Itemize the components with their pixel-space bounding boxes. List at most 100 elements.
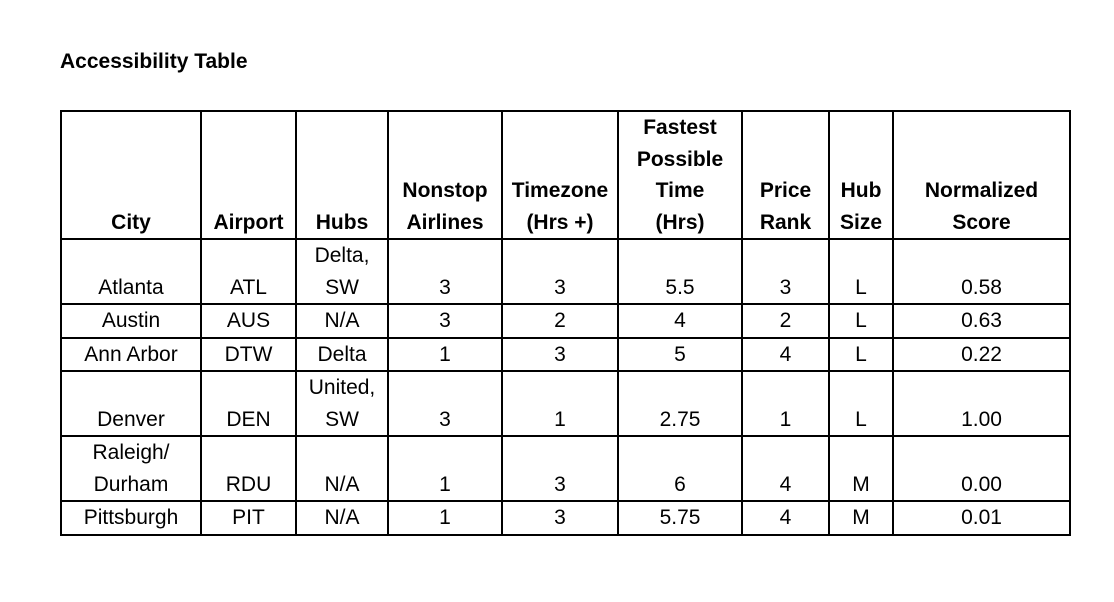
text-line: Airport xyxy=(213,210,284,234)
cell-hubs: Delta, SW xyxy=(295,238,389,305)
cell-city: Austin xyxy=(60,303,202,339)
cell-city: Atlanta xyxy=(60,238,202,305)
cell-text: Raleigh/Durham xyxy=(66,438,196,499)
cell-normalized-score: 0.22 xyxy=(892,336,1071,372)
cell-fastest-time: 5.75 xyxy=(617,500,743,536)
cell-hubs: N/A xyxy=(295,303,389,339)
column-header-label: Price Rank xyxy=(747,175,824,237)
cell-city: Ann Arbor xyxy=(60,336,202,372)
text-line: Raleigh/ xyxy=(92,441,170,464)
text-line: Size xyxy=(839,210,883,234)
cell-timezone: 3 xyxy=(501,500,619,536)
cell-hubs: United, SW xyxy=(295,370,389,437)
cell-nonstop-airlines: 3 xyxy=(387,303,503,339)
column-header-label: City xyxy=(66,207,196,238)
cell-normalized-score: 0.58 xyxy=(892,238,1071,305)
cell-airport: DTW xyxy=(200,336,297,372)
cell-price-rank: 3 xyxy=(741,238,830,305)
text-line: N/A xyxy=(324,472,360,496)
cell-airport: PIT xyxy=(200,500,297,536)
cell-hubs: Delta xyxy=(295,336,389,372)
cell-text: Delta, SW xyxy=(301,241,383,302)
cell-timezone: 1 xyxy=(501,370,619,437)
text-line: N/A xyxy=(324,309,360,332)
text-line: Hubs xyxy=(315,210,369,234)
cell-normalized-score: 1.00 xyxy=(892,370,1071,437)
column-header-label: Normalized Score xyxy=(898,175,1065,237)
cell-price-rank: 1 xyxy=(741,370,830,437)
cell-text: Atlanta xyxy=(66,272,196,303)
cell-fastest-time: 5 xyxy=(617,336,743,372)
table-row-denver: Denver DEN United, SW 3 1 2.75 1 L 1.00 xyxy=(60,370,1071,437)
column-header-label: Airport xyxy=(206,207,291,238)
text-line: Ann Arbor xyxy=(84,342,178,366)
cell-text: N/A xyxy=(301,306,383,336)
text-line: Possible xyxy=(636,147,724,171)
cell-fastest-time: 6 xyxy=(617,435,743,502)
text-line: N/A xyxy=(324,506,360,529)
cell-hub-size: L xyxy=(828,238,894,305)
text-line: United, xyxy=(308,376,376,399)
column-header-timezone: Timezone (Hrs +) xyxy=(501,110,619,240)
column-header-fastest-time: Fastest Possible Time (Hrs) xyxy=(617,110,743,240)
column-header-label: Timezone (Hrs +) xyxy=(507,175,613,237)
table-row-pittsburgh: Pittsburgh PIT N/A 1 3 5.75 4 M 0.01 xyxy=(60,500,1071,536)
cell-nonstop-airlines: 3 xyxy=(387,370,503,437)
text-line: Hub xyxy=(840,179,882,202)
column-header-price-rank: Price Rank xyxy=(741,110,830,240)
text-line: Denver xyxy=(97,407,165,431)
text-line: Price xyxy=(759,179,812,202)
table-row-ann-arbor: Ann Arbor DTW Delta 1 3 5 4 L 0.22 xyxy=(60,336,1071,372)
text-line: (Hrs +) xyxy=(526,210,594,234)
text-line: Durham xyxy=(93,472,169,496)
page-title: Accessibility Table xyxy=(60,50,248,73)
text-line: Atlanta xyxy=(98,275,164,299)
text-line: (Hrs) xyxy=(655,210,705,234)
text-line: Nonstop xyxy=(402,179,488,202)
text-line: Fastest xyxy=(643,116,717,139)
cell-normalized-score: 0.00 xyxy=(892,435,1071,502)
text-line: Score xyxy=(952,210,1011,234)
column-header-label: Hub Size xyxy=(834,175,888,237)
cell-text: Denver xyxy=(66,404,196,435)
text-line: SW xyxy=(325,275,359,299)
cell-city: Raleigh/Durham xyxy=(60,435,202,502)
cell-hub-size: L xyxy=(828,370,894,437)
cell-hubs: N/A xyxy=(295,500,389,536)
cell-timezone: 2 xyxy=(501,303,619,339)
column-header-nonstop-airlines: Nonstop Airlines xyxy=(387,110,503,240)
header-row: City Airport Hubs Nonstop Airlines Timezo… xyxy=(60,110,1071,240)
cell-airport: DEN xyxy=(200,370,297,437)
column-header-hub-size: Hub Size xyxy=(828,110,894,240)
table-row-raleigh-durham: Raleigh/Durham RDU N/A 1 3 6 4 M 0.00 xyxy=(60,435,1071,502)
column-header-city: City xyxy=(60,110,202,240)
text-line: Delta xyxy=(317,342,367,366)
cell-hubs: N/A xyxy=(295,435,389,502)
cell-price-rank: 4 xyxy=(741,336,830,372)
cell-nonstop-airlines: 1 xyxy=(387,336,503,372)
cell-city: Denver xyxy=(60,370,202,437)
cell-text: N/A xyxy=(301,503,383,533)
text-line: Austin xyxy=(101,309,161,332)
cell-nonstop-airlines: 1 xyxy=(387,435,503,502)
cell-text: Austin xyxy=(66,306,196,336)
cell-airport: AUS xyxy=(200,303,297,339)
column-header-normalized-score: Normalized Score xyxy=(892,110,1071,240)
cell-airport: RDU xyxy=(200,435,297,502)
cell-timezone: 3 xyxy=(501,435,619,502)
text-line: Pittsburgh xyxy=(83,506,179,529)
text-line: Rank xyxy=(759,210,812,234)
text-line: Timezone xyxy=(511,179,609,202)
cell-hub-size: L xyxy=(828,336,894,372)
cell-text: Delta xyxy=(301,339,383,369)
cell-fastest-time: 5.5 xyxy=(617,238,743,305)
cell-timezone: 3 xyxy=(501,336,619,372)
accessibility-table: City Airport Hubs Nonstop Airlines Timezo… xyxy=(60,110,1071,536)
text-line: SW xyxy=(325,407,359,431)
table-row-austin: Austin AUS N/A 3 2 4 2 L 0.63 xyxy=(60,303,1071,339)
cell-price-rank: 4 xyxy=(741,500,830,536)
column-header-label: Fastest Possible Time (Hrs) xyxy=(623,113,737,237)
column-header-label: Nonstop Airlines xyxy=(393,175,497,237)
column-header-label: Hubs xyxy=(301,207,383,238)
cell-text: Pittsburgh xyxy=(66,503,196,533)
